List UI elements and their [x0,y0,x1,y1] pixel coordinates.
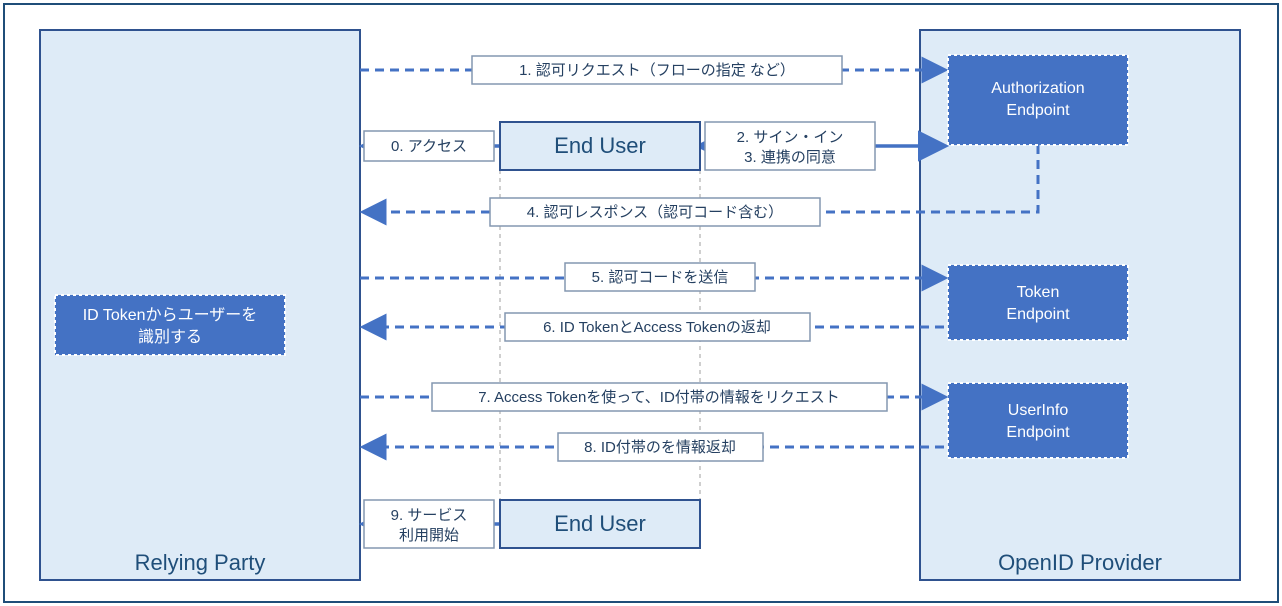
step7-label: 7. Access Tokenを使って、ID付帯の情報をリクエスト [478,389,840,406]
id-token-identify-l2: 識別する [138,328,202,346]
step4-label: 4. 認可レスポンス（認可コード含む） [527,204,783,221]
step2-label: 2. サイン・イン [737,129,844,146]
userinfo-endpoint-l1: UserInfo [1008,402,1069,419]
token-endpoint-l1: Token [1017,284,1060,301]
step5-label: 5. 認可コードを送信 [592,269,729,286]
step9-l1: 9. サービス [391,507,468,524]
openid-provider-label: OpenID Provider [998,550,1162,575]
end-user-bottom-label: End User [554,511,646,536]
relying-party-label: Relying Party [135,550,266,575]
userinfo-endpoint-l2: Endpoint [1006,424,1070,441]
token-endpoint [948,265,1128,340]
authz-endpoint-l1: Authorization [991,80,1084,97]
step3-label: 3. 連携の同意 [744,148,836,166]
id-token-identify [55,295,285,355]
token-endpoint-l2: Endpoint [1006,306,1070,323]
end-user-top-label: End User [554,133,646,158]
step8-label: 8. ID付帯のを情報返却 [584,439,736,456]
step9-l2: 利用開始 [399,527,459,544]
step6-label: 6. ID TokenとAccess Tokenの返却 [543,319,771,336]
step0-label: 0. アクセス [391,138,467,155]
authz-endpoint [948,55,1128,145]
authz-endpoint-l2: Endpoint [1006,102,1070,119]
step1-label: 1. 認可リクエスト（フローの指定 など） [519,62,795,79]
userinfo-endpoint [948,383,1128,458]
id-token-identify-l1: ID Tokenからユーザーを [83,306,258,324]
